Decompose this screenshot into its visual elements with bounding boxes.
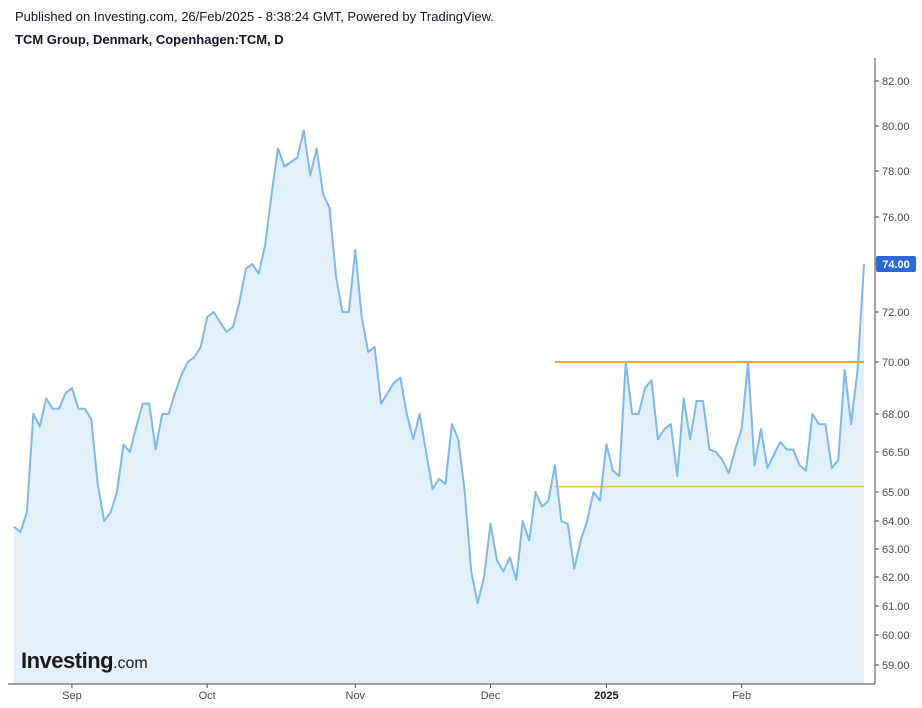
y-tick-label: 78.00: [882, 166, 910, 178]
x-tick-label: Dec: [481, 690, 501, 702]
y-axis-ticks: 82.00 80.00 78.00 76.00 74.00 72.00 70.00 68.00…: [875, 76, 910, 672]
y-tick-label: 68.00: [882, 409, 910, 421]
y-tick-label: 80.00: [882, 121, 910, 133]
y-tick-label: 60.00: [882, 630, 910, 642]
published-caption: Published on Investing.com, 26/Feb/2025 …: [15, 9, 494, 24]
x-axis-ticks: Sep Oct Nov Dec 2025 Feb: [62, 684, 751, 702]
investing-logo: Investing.com: [21, 648, 148, 674]
y-tick-label: 62.00: [882, 572, 910, 584]
logo-suffix: .com: [113, 655, 148, 672]
last-price-badge: 74.00: [876, 256, 916, 272]
x-tick-label: Sep: [62, 690, 82, 702]
x-tick-label: Feb: [732, 690, 751, 702]
x-tick-label: Nov: [346, 690, 366, 702]
y-tick-label: 82.00: [882, 76, 910, 88]
price-line[interactable]: [13, 129, 865, 605]
x-tick-label: 2025: [594, 690, 618, 702]
y-tick-label: 59.00: [882, 660, 910, 672]
y-tick-label: 66.50: [882, 447, 910, 459]
last-price-label: 74.00: [882, 259, 910, 271]
y-tick-label: 63.00: [882, 544, 910, 556]
x-tick-label: Oct: [199, 690, 216, 702]
y-tick-label: 70.00: [882, 357, 910, 369]
y-tick-label: 61.00: [882, 601, 910, 613]
y-tick-label: 64.00: [882, 516, 910, 528]
y-tick-label: 65.00: [882, 487, 910, 499]
support-resistance-lines[interactable]: [554, 361, 864, 488]
y-tick-label: 76.00: [882, 212, 910, 224]
plot-area: [13, 129, 865, 684]
last-price-badge-bg: [876, 256, 916, 272]
chart-symbol-title: TCM Group, Denmark, Copenhagen:TCM, D: [15, 32, 284, 47]
axes: [8, 58, 876, 685]
y-tick-label: 72.00: [882, 307, 910, 319]
price-area-fill: [14, 130, 864, 684]
logo-wordmark: Investing: [21, 648, 114, 673]
